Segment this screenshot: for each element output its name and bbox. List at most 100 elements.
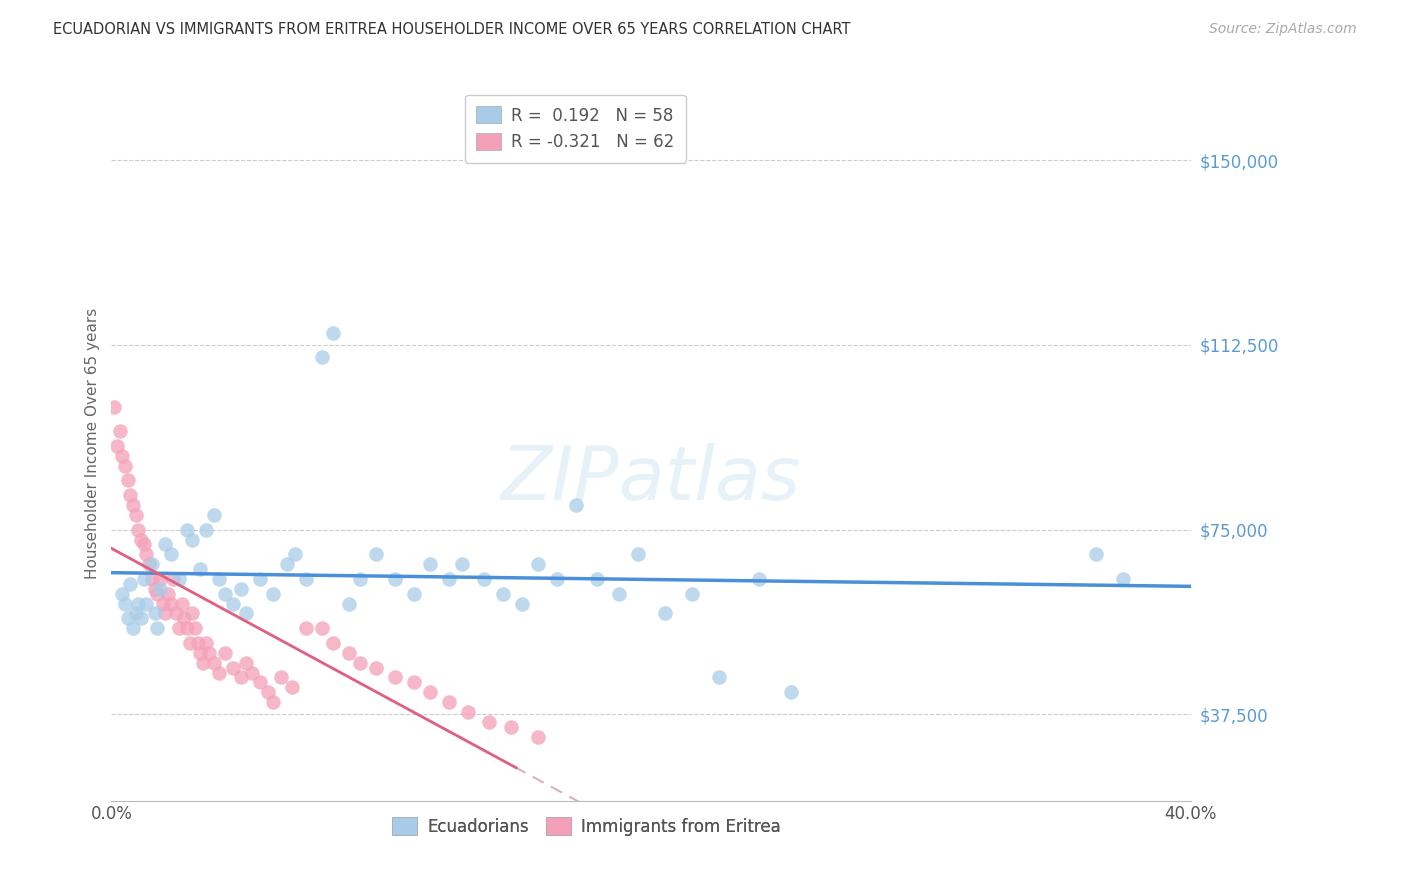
Point: [564, 498, 586, 512]
Point: [492, 587, 515, 601]
Point: [127, 523, 149, 537]
Point: [322, 326, 344, 340]
Point: [707, 670, 730, 684]
Point: [419, 557, 441, 571]
Point: [270, 670, 292, 684]
Point: [202, 508, 225, 522]
Point: [281, 681, 304, 695]
Point: [214, 646, 236, 660]
Point: [159, 597, 181, 611]
Point: [526, 557, 548, 571]
Point: [311, 621, 333, 635]
Point: [135, 547, 157, 561]
Point: [202, 656, 225, 670]
Point: [214, 587, 236, 601]
Point: [235, 607, 257, 621]
Point: [249, 675, 271, 690]
Point: [187, 636, 209, 650]
Point: [364, 660, 387, 674]
Point: [143, 582, 166, 596]
Point: [229, 582, 252, 596]
Point: [127, 597, 149, 611]
Point: [125, 607, 148, 621]
Legend: Ecuadorians, Immigrants from Eritrea: Ecuadorians, Immigrants from Eritrea: [385, 811, 787, 842]
Point: [157, 587, 180, 601]
Point: [457, 705, 479, 719]
Point: [208, 665, 231, 680]
Point: [222, 660, 245, 674]
Point: [132, 572, 155, 586]
Point: [184, 621, 207, 635]
Point: [167, 572, 190, 586]
Point: [181, 533, 204, 547]
Point: [117, 611, 139, 625]
Point: [135, 597, 157, 611]
Text: ECUADORIAN VS IMMIGRANTS FROM ERITREA HOUSEHOLDER INCOME OVER 65 YEARS CORRELATI: ECUADORIAN VS IMMIGRANTS FROM ERITREA HO…: [53, 22, 851, 37]
Point: [155, 537, 177, 551]
Point: [197, 646, 219, 660]
Point: [190, 646, 212, 660]
Point: [125, 508, 148, 522]
Point: [546, 572, 568, 586]
Text: Source: ZipAtlas.com: Source: ZipAtlas.com: [1209, 22, 1357, 37]
Y-axis label: Householder Income Over 65 years: Householder Income Over 65 years: [86, 308, 100, 579]
Point: [191, 656, 214, 670]
Point: [262, 587, 284, 601]
Point: [311, 351, 333, 365]
Point: [179, 636, 201, 650]
Point: [122, 621, 145, 635]
Point: [146, 621, 169, 635]
Point: [499, 720, 522, 734]
Point: [748, 572, 770, 586]
Point: [105, 439, 128, 453]
Point: [165, 607, 187, 621]
Point: [240, 665, 263, 680]
Point: [437, 695, 460, 709]
Point: [129, 533, 152, 547]
Point: [194, 523, 217, 537]
Point: [626, 547, 648, 561]
Point: [117, 474, 139, 488]
Point: [402, 675, 425, 690]
Point: [349, 656, 371, 670]
Point: [146, 587, 169, 601]
Text: ZIPatlas: ZIPatlas: [501, 443, 801, 516]
Point: [111, 587, 134, 601]
Point: [138, 557, 160, 571]
Point: [152, 597, 174, 611]
Point: [262, 695, 284, 709]
Point: [437, 572, 460, 586]
Point: [155, 607, 177, 621]
Point: [349, 572, 371, 586]
Point: [607, 587, 630, 601]
Point: [402, 587, 425, 601]
Point: [114, 597, 136, 611]
Point: [122, 498, 145, 512]
Point: [1112, 572, 1135, 586]
Point: [120, 488, 142, 502]
Point: [384, 670, 406, 684]
Point: [276, 557, 298, 571]
Point: [194, 636, 217, 650]
Point: [780, 685, 803, 699]
Point: [681, 587, 703, 601]
Point: [249, 572, 271, 586]
Point: [149, 572, 172, 586]
Point: [181, 607, 204, 621]
Point: [322, 636, 344, 650]
Point: [364, 547, 387, 561]
Point: [176, 523, 198, 537]
Point: [472, 572, 495, 586]
Point: [159, 547, 181, 561]
Point: [132, 537, 155, 551]
Point: [257, 685, 280, 699]
Point: [170, 597, 193, 611]
Point: [208, 572, 231, 586]
Point: [337, 646, 360, 660]
Point: [141, 572, 163, 586]
Point: [114, 458, 136, 473]
Point: [337, 597, 360, 611]
Point: [654, 607, 676, 621]
Point: [149, 582, 172, 596]
Point: [111, 449, 134, 463]
